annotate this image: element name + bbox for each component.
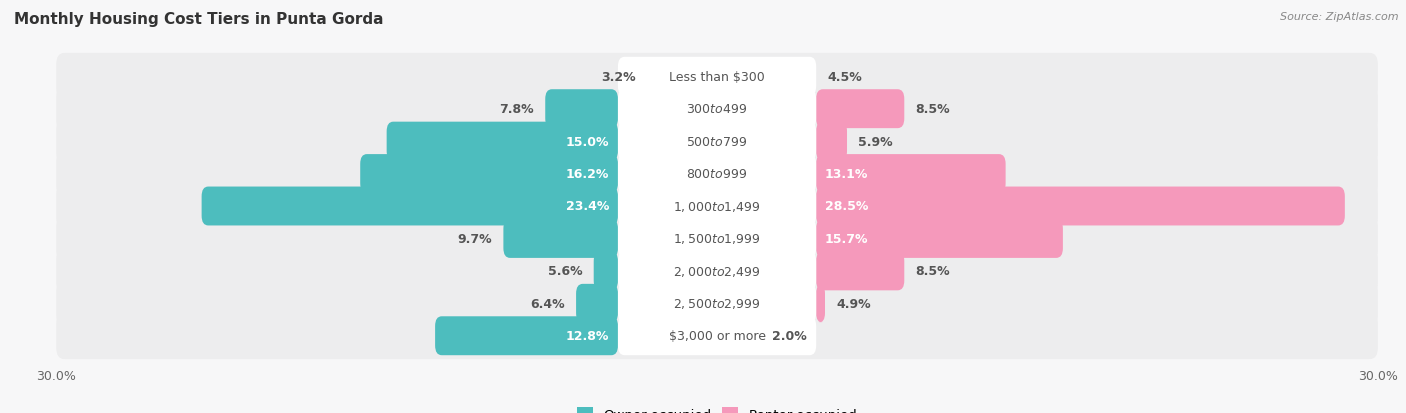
Text: 28.5%: 28.5%: [825, 200, 869, 213]
Text: 13.1%: 13.1%: [825, 168, 869, 180]
FancyBboxPatch shape: [815, 219, 1063, 258]
FancyBboxPatch shape: [56, 119, 1378, 165]
FancyBboxPatch shape: [434, 316, 617, 355]
FancyBboxPatch shape: [56, 86, 1378, 133]
Text: 8.5%: 8.5%: [915, 103, 950, 116]
Text: 5.9%: 5.9%: [858, 135, 893, 148]
FancyBboxPatch shape: [617, 58, 815, 97]
Text: 15.0%: 15.0%: [565, 135, 609, 148]
FancyBboxPatch shape: [617, 187, 815, 226]
Text: $1,500 to $1,999: $1,500 to $1,999: [673, 232, 761, 246]
Text: Less than $300: Less than $300: [669, 71, 765, 83]
Text: 8.5%: 8.5%: [915, 265, 950, 278]
Text: 3.2%: 3.2%: [600, 71, 636, 83]
FancyBboxPatch shape: [815, 284, 825, 323]
Text: 4.5%: 4.5%: [827, 71, 862, 83]
FancyBboxPatch shape: [503, 219, 617, 258]
Text: Monthly Housing Cost Tiers in Punta Gorda: Monthly Housing Cost Tiers in Punta Gord…: [14, 12, 384, 27]
FancyBboxPatch shape: [815, 252, 904, 291]
FancyBboxPatch shape: [815, 155, 1005, 194]
FancyBboxPatch shape: [56, 183, 1378, 230]
FancyBboxPatch shape: [593, 252, 617, 291]
FancyBboxPatch shape: [617, 122, 815, 161]
FancyBboxPatch shape: [617, 316, 815, 355]
FancyBboxPatch shape: [617, 284, 815, 323]
FancyBboxPatch shape: [56, 248, 1378, 294]
FancyBboxPatch shape: [56, 280, 1378, 327]
FancyBboxPatch shape: [815, 187, 1344, 226]
FancyBboxPatch shape: [360, 155, 617, 194]
Text: $3,000 or more: $3,000 or more: [669, 330, 765, 342]
Text: 16.2%: 16.2%: [565, 168, 609, 180]
Text: 23.4%: 23.4%: [565, 200, 609, 213]
Text: 15.7%: 15.7%: [825, 233, 869, 245]
FancyBboxPatch shape: [815, 90, 904, 129]
FancyBboxPatch shape: [387, 122, 617, 161]
FancyBboxPatch shape: [617, 90, 815, 129]
Text: $800 to $999: $800 to $999: [686, 168, 748, 180]
Text: 2.0%: 2.0%: [772, 330, 807, 342]
FancyBboxPatch shape: [56, 151, 1378, 197]
Text: 12.8%: 12.8%: [565, 330, 609, 342]
Text: 9.7%: 9.7%: [458, 233, 492, 245]
Text: 5.6%: 5.6%: [548, 265, 582, 278]
FancyBboxPatch shape: [56, 313, 1378, 359]
Text: $300 to $499: $300 to $499: [686, 103, 748, 116]
FancyBboxPatch shape: [56, 216, 1378, 262]
Text: $2,000 to $2,499: $2,000 to $2,499: [673, 264, 761, 278]
FancyBboxPatch shape: [617, 219, 815, 258]
Text: Source: ZipAtlas.com: Source: ZipAtlas.com: [1281, 12, 1399, 22]
FancyBboxPatch shape: [546, 90, 617, 129]
Text: $500 to $799: $500 to $799: [686, 135, 748, 148]
FancyBboxPatch shape: [815, 122, 846, 161]
Text: 7.8%: 7.8%: [499, 103, 534, 116]
Text: 4.9%: 4.9%: [837, 297, 870, 310]
FancyBboxPatch shape: [201, 187, 617, 226]
FancyBboxPatch shape: [56, 54, 1378, 100]
Legend: Owner-occupied, Renter-occupied: Owner-occupied, Renter-occupied: [572, 402, 862, 413]
Text: 6.4%: 6.4%: [530, 297, 565, 310]
FancyBboxPatch shape: [617, 252, 815, 291]
Text: $2,500 to $2,999: $2,500 to $2,999: [673, 297, 761, 311]
FancyBboxPatch shape: [576, 284, 617, 323]
Text: $1,000 to $1,499: $1,000 to $1,499: [673, 199, 761, 214]
FancyBboxPatch shape: [617, 155, 815, 194]
